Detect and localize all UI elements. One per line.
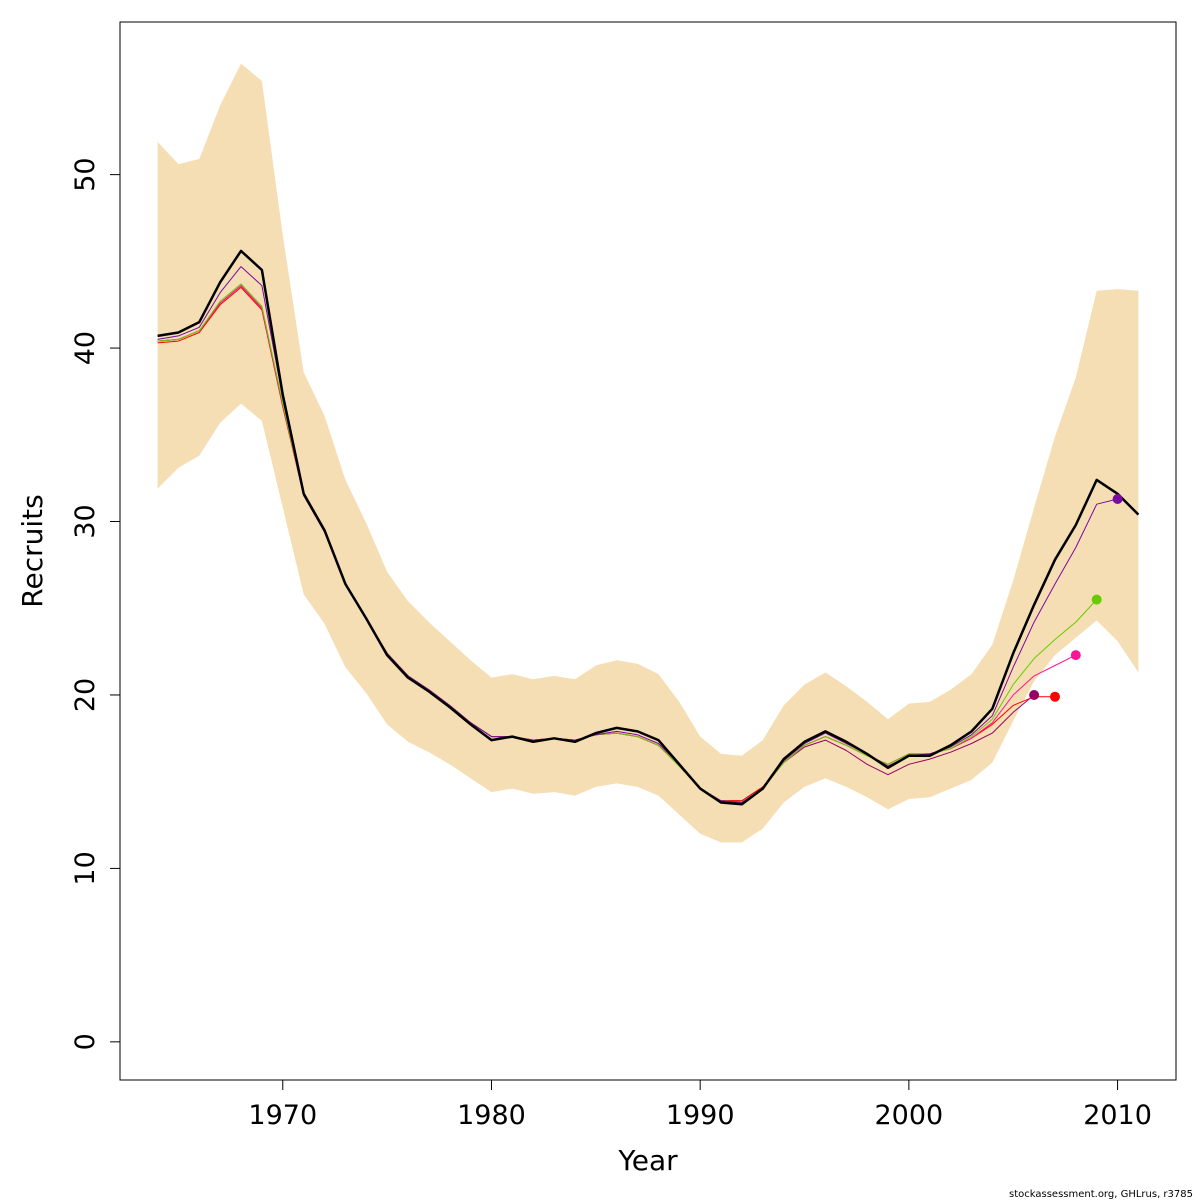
- series-end-point-2009: [1091, 594, 1102, 605]
- x-tick-label: 1990: [666, 1100, 735, 1131]
- y-tick-label: 0: [70, 1033, 101, 1050]
- series-line-final: [157, 249, 1140, 806]
- end-marker-layer: [1029, 494, 1123, 702]
- series-end-point-2007: [1050, 691, 1060, 702]
- confidence-band-layer: [157, 63, 1139, 843]
- y-tick-label: 30: [70, 504, 101, 538]
- confidence-band: [157, 63, 1139, 843]
- y-tick-label: 40: [70, 331, 101, 365]
- y-axis-title: Recruits: [16, 494, 49, 607]
- series-end-point-2008: [1070, 650, 1081, 661]
- y-tick-label: 10: [70, 851, 101, 885]
- x-tick-label: 2010: [1083, 1100, 1152, 1131]
- x-tick-label: 2000: [875, 1100, 944, 1131]
- x-tick-label: 1980: [457, 1100, 526, 1131]
- plot-frame: [119, 21, 1177, 1081]
- y-tick-label: 20: [70, 678, 101, 712]
- series-end-point-2010: [1112, 494, 1123, 504]
- y-tick-label: 50: [70, 157, 101, 191]
- x-tick-label: 1970: [248, 1100, 317, 1131]
- credit-text: stockassessment.org, GHLrus, r3785: [1009, 1189, 1193, 1200]
- y-axis: 0 10 20 30 40 50: [70, 157, 121, 1050]
- x-axis-title: Year: [617, 1144, 678, 1177]
- series-end-point-2006: [1029, 690, 1040, 700]
- x-axis: 1970 1980 1990 2000 2010: [248, 1079, 1152, 1131]
- series-layer: [157, 249, 1140, 806]
